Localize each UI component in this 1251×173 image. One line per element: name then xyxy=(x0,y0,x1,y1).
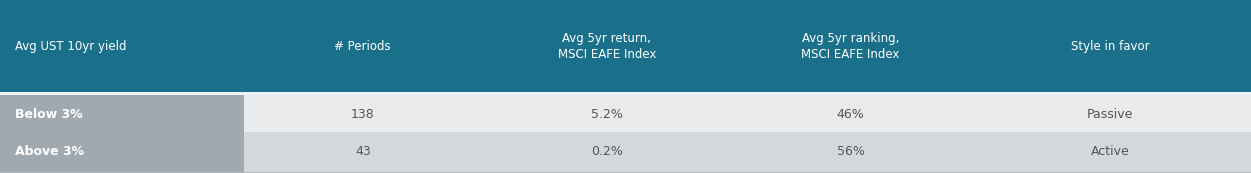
FancyBboxPatch shape xyxy=(0,92,1251,94)
Text: 56%: 56% xyxy=(837,145,864,158)
Text: 46%: 46% xyxy=(837,108,864,121)
Text: 5.2%: 5.2% xyxy=(590,108,623,121)
FancyBboxPatch shape xyxy=(0,132,244,172)
Text: Avg 5yr ranking,
MSCI EAFE Index: Avg 5yr ranking, MSCI EAFE Index xyxy=(802,32,899,61)
Text: Passive: Passive xyxy=(1087,108,1133,121)
Text: Above 3%: Above 3% xyxy=(15,145,84,158)
FancyBboxPatch shape xyxy=(0,94,244,134)
Text: Style in favor: Style in favor xyxy=(1071,40,1150,53)
FancyBboxPatch shape xyxy=(244,94,1251,134)
Text: # Periods: # Periods xyxy=(334,40,392,53)
Text: 43: 43 xyxy=(355,145,370,158)
FancyBboxPatch shape xyxy=(0,93,1251,95)
FancyBboxPatch shape xyxy=(0,0,1251,93)
Text: 138: 138 xyxy=(352,108,374,121)
Text: Avg UST 10yr yield: Avg UST 10yr yield xyxy=(15,40,126,53)
Text: Below 3%: Below 3% xyxy=(15,108,83,121)
FancyBboxPatch shape xyxy=(0,172,1251,173)
Text: Active: Active xyxy=(1091,145,1130,158)
Text: 0.2%: 0.2% xyxy=(590,145,623,158)
FancyBboxPatch shape xyxy=(244,132,1251,172)
Text: Avg 5yr return,
MSCI EAFE Index: Avg 5yr return, MSCI EAFE Index xyxy=(558,32,656,61)
